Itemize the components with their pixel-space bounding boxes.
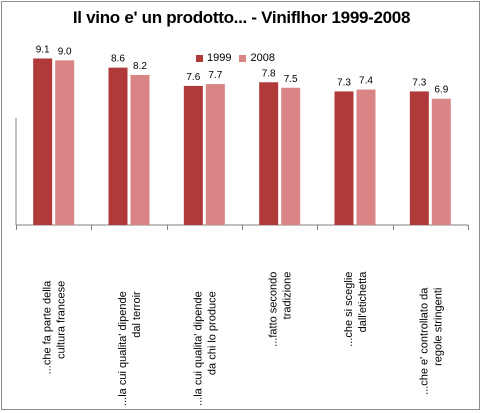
category-label-text: ...la cui qualita' dipende da chi lo prod… xyxy=(192,291,218,406)
category-label-line: ...fatto secondo xyxy=(268,272,280,347)
legend-swatch-1999 xyxy=(196,54,203,62)
category-label-line: da chi lo produce xyxy=(206,291,218,375)
bar-2008-2 xyxy=(205,84,225,225)
bar-2008-0 xyxy=(55,60,75,225)
bar-1999-5 xyxy=(409,91,429,225)
bar-1999-0 xyxy=(33,58,53,225)
bar-1999-2 xyxy=(183,85,203,225)
bar-1999-1 xyxy=(108,67,128,226)
category-label-4: ...che si sceglie dall'etichetta xyxy=(343,271,369,347)
category-label-line: ...che e' controllato da xyxy=(418,287,430,395)
category-label-line: regole stringenti xyxy=(432,288,444,366)
category-label-0: ...che fa parte della cultura francese xyxy=(42,280,68,374)
category-label-line: cultura francese xyxy=(56,281,68,359)
category-label-text: ...che fa parte della cultura francese xyxy=(42,280,68,374)
category-label-2: ...la cui qualita' dipende da chi lo prod… xyxy=(192,291,218,406)
category-label-text: ...fatto secondo tradizione xyxy=(268,272,294,347)
bar-2008-3 xyxy=(281,87,301,225)
bar-1999-4 xyxy=(334,91,354,225)
data-label-2008-3: 7.5 xyxy=(284,74,298,85)
category-label-line: tradizione xyxy=(282,272,294,320)
bar-2008-4 xyxy=(356,89,376,225)
legend-label-2008: 2008 xyxy=(250,52,275,64)
bar-2008-5 xyxy=(431,98,451,225)
data-label-1999-2: 7.6 xyxy=(186,72,200,83)
legend-entry-1999: 1999 xyxy=(196,52,231,64)
chart-legend: 1999 2008 xyxy=(196,50,283,66)
data-label-1999-0: 9.1 xyxy=(36,44,50,55)
data-label-1999-4: 7.3 xyxy=(337,77,351,88)
category-label-line: dall'etichetta xyxy=(357,271,369,333)
data-label-2008-5: 6.9 xyxy=(434,85,448,96)
data-label-2008-0: 9.0 xyxy=(58,46,72,57)
category-label-text: ...che e' controllato da regole stringent… xyxy=(418,287,444,395)
category-label-line: ...che si sceglie xyxy=(343,272,355,347)
category-label-5: ...che e' controllato da regole stringent… xyxy=(418,287,444,395)
category-label-3: ...fatto secondo tradizione xyxy=(268,272,294,347)
category-label-line: dal terroir xyxy=(131,291,143,338)
data-label-2008-2: 7.7 xyxy=(208,70,222,81)
data-label-1999-5: 7.3 xyxy=(412,77,426,88)
legend-label-1999: 1999 xyxy=(207,52,232,64)
bar-1999-3 xyxy=(259,82,279,225)
category-label-line: ...che fa parte della xyxy=(42,280,54,374)
data-label-1999-1: 8.6 xyxy=(111,54,125,65)
category-label-text: ...che si sceglie dall'etichetta xyxy=(343,271,369,347)
category-label-line: ...la cui qualita' dipende xyxy=(192,291,204,406)
data-label-2008-4: 7.4 xyxy=(359,76,373,87)
legend-entry-2008: 2008 xyxy=(239,52,275,64)
category-label-text: ...la cui qualita' dipende dal terroir xyxy=(117,291,143,406)
bar-2008-1 xyxy=(130,74,150,225)
data-label-2008-1: 8.2 xyxy=(133,61,147,72)
chart-title: Il vino e' un prodotto... - Viniflhor 19… xyxy=(72,8,411,27)
legend-swatch-2008 xyxy=(239,54,247,62)
category-label-line: ...la cui qualita' dipende xyxy=(117,291,129,406)
category-label-1: ...la cui qualita' dipende dal terroir xyxy=(117,291,143,406)
data-label-1999-3: 7.8 xyxy=(262,68,276,79)
